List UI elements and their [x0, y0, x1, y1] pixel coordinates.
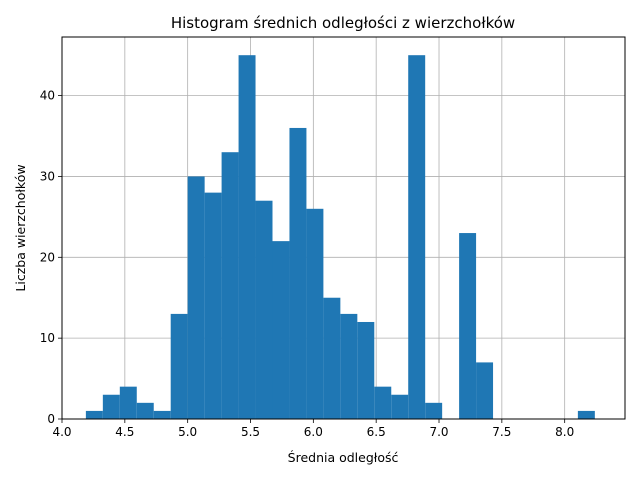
y-tick-label: 30 — [40, 169, 55, 183]
histogram-bar — [476, 362, 494, 419]
x-tick-label: 4.5 — [115, 425, 134, 439]
x-tick-label: 4.0 — [52, 425, 71, 439]
y-tick-label: 40 — [40, 89, 55, 103]
bars-layer — [85, 55, 595, 419]
chart-title: Histogram średnich odległości z wierzcho… — [171, 14, 515, 32]
y-tick-label: 0 — [47, 412, 55, 426]
x-tick-label: 7.5 — [492, 425, 511, 439]
histogram-bar — [408, 55, 426, 419]
histogram-bar — [289, 127, 307, 419]
histogram-bar — [374, 386, 392, 419]
histogram-bar — [577, 410, 595, 419]
y-tick-label: 20 — [40, 250, 55, 264]
x-tick-label: 8.0 — [555, 425, 574, 439]
histogram-bar — [136, 402, 154, 419]
histogram-bar — [357, 321, 375, 419]
histogram-bar — [187, 176, 205, 419]
x-tick-label: 6.5 — [367, 425, 386, 439]
histogram-bar — [323, 297, 341, 419]
x-tick-label: 6.0 — [304, 425, 323, 439]
histogram-bar — [153, 410, 171, 419]
histogram-bar — [391, 394, 409, 419]
histogram-bar — [459, 233, 477, 419]
y-tick-label: 10 — [40, 331, 55, 345]
histogram-bar — [170, 313, 188, 419]
histogram-bar — [204, 192, 222, 419]
axes-frame — [61, 36, 626, 420]
histogram-bar — [340, 313, 358, 419]
y-axis-label: Liczba wierzchołków — [13, 164, 28, 291]
x-tick-label: 5.0 — [178, 425, 197, 439]
x-tick-label: 7.0 — [429, 425, 448, 439]
histogram-bar — [119, 386, 137, 419]
ticks-layer: 4.0 4.5 5.0 5.5 6.0 6.5 7.0 7.5 8.0 0 10 20 30 40 — [40, 89, 575, 439]
histogram-bar — [221, 152, 239, 419]
histogram-bar — [306, 208, 324, 419]
histogram-bar — [102, 394, 120, 419]
x-axis-label: Średnia odległość — [288, 450, 399, 465]
histogram-bar — [255, 200, 273, 419]
histogram-bar — [85, 410, 103, 419]
histogram-bar — [238, 55, 256, 419]
histogram-bar — [425, 402, 443, 419]
x-tick-label: 5.5 — [241, 425, 260, 439]
histogram-bar — [272, 241, 290, 419]
